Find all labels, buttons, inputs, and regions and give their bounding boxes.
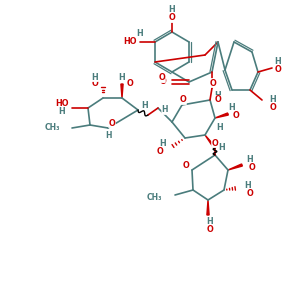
Text: O: O <box>274 65 281 74</box>
Text: H: H <box>162 106 168 115</box>
Text: O: O <box>169 14 176 22</box>
Text: H: H <box>207 218 213 226</box>
Text: O: O <box>214 95 221 104</box>
Text: O: O <box>92 80 98 88</box>
Text: O: O <box>157 148 164 157</box>
Text: O: O <box>270 103 276 112</box>
Text: H: H <box>118 74 125 82</box>
Text: H: H <box>270 95 276 104</box>
Text: O: O <box>232 112 239 121</box>
Text: H: H <box>142 100 148 109</box>
Polygon shape <box>121 84 123 98</box>
Text: O: O <box>180 95 186 104</box>
Text: O: O <box>183 160 189 169</box>
Text: CH₃: CH₃ <box>44 124 60 133</box>
Polygon shape <box>215 113 228 118</box>
Text: HO: HO <box>123 38 137 46</box>
Text: CH₃: CH₃ <box>146 194 162 202</box>
Text: H: H <box>247 155 254 164</box>
Text: H: H <box>160 140 167 148</box>
Text: H: H <box>244 181 251 190</box>
Text: H: H <box>58 107 65 116</box>
Text: O: O <box>247 188 254 197</box>
Text: H: H <box>105 130 111 140</box>
Text: O: O <box>212 139 218 148</box>
Polygon shape <box>207 200 209 215</box>
Text: H: H <box>136 28 143 38</box>
Text: O: O <box>249 164 255 172</box>
Text: H: H <box>229 103 236 112</box>
Text: H: H <box>214 91 221 100</box>
Text: H: H <box>92 73 98 82</box>
Text: O: O <box>159 74 165 82</box>
Text: O: O <box>109 118 116 127</box>
Text: H: H <box>274 58 281 67</box>
Polygon shape <box>228 164 242 170</box>
Text: H: H <box>169 5 176 14</box>
Text: O: O <box>207 226 213 235</box>
Text: H: H <box>219 143 225 152</box>
Text: O: O <box>160 77 167 86</box>
Text: HO: HO <box>55 100 69 109</box>
Text: O: O <box>210 79 216 88</box>
Polygon shape <box>205 135 216 149</box>
Text: O: O <box>127 80 134 88</box>
Text: H: H <box>217 124 224 133</box>
